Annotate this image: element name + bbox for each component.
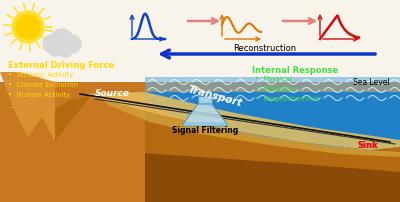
Text: •  Human Activity: • Human Activity xyxy=(8,92,70,98)
Circle shape xyxy=(48,43,62,57)
Text: Sink: Sink xyxy=(358,140,378,149)
Polygon shape xyxy=(198,97,212,104)
Polygon shape xyxy=(0,95,400,202)
Text: Sea Level: Sea Level xyxy=(353,78,390,87)
Polygon shape xyxy=(0,0,400,83)
Circle shape xyxy=(63,36,81,54)
Text: •  Biological: • Biological xyxy=(255,86,297,92)
Polygon shape xyxy=(0,0,145,202)
Text: Internal Response: Internal Response xyxy=(252,66,338,75)
Text: •  Tectonic Activity: • Tectonic Activity xyxy=(8,72,74,78)
Text: Reconstruction: Reconstruction xyxy=(234,44,296,53)
Circle shape xyxy=(12,12,44,44)
Polygon shape xyxy=(183,104,227,126)
Text: •  Physical: • Physical xyxy=(255,76,292,82)
Text: •  Biogeochemical: • Biogeochemical xyxy=(255,96,319,101)
Circle shape xyxy=(51,30,73,52)
Polygon shape xyxy=(145,93,400,202)
Polygon shape xyxy=(145,78,400,93)
Text: External Driving Force: External Driving Force xyxy=(8,61,114,70)
Text: Source: Source xyxy=(94,88,130,98)
Polygon shape xyxy=(183,122,227,126)
Circle shape xyxy=(43,36,61,54)
Text: Transport: Transport xyxy=(186,84,244,108)
Polygon shape xyxy=(80,93,400,150)
Polygon shape xyxy=(100,100,400,157)
Circle shape xyxy=(16,16,40,40)
Polygon shape xyxy=(0,150,400,202)
Polygon shape xyxy=(0,73,55,142)
Text: •  Climate Evolution: • Climate Evolution xyxy=(8,82,78,87)
Text: Signal Filtering: Signal Filtering xyxy=(172,125,238,134)
Circle shape xyxy=(57,42,73,58)
Text: Sink: Sink xyxy=(358,140,378,149)
Text: ...: ... xyxy=(8,102,15,108)
Polygon shape xyxy=(0,0,400,102)
